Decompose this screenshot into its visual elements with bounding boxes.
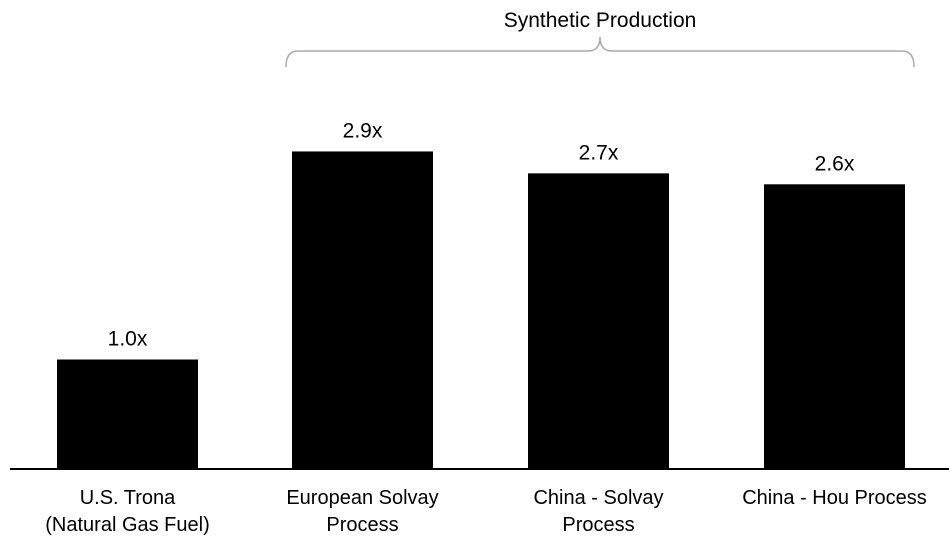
category-label-line: European Solvay: [286, 487, 438, 509]
bar-1: [57, 359, 198, 469]
category-label-line: (Natural Gas Fuel): [45, 514, 210, 536]
data-label-2: 2.9x: [343, 119, 383, 142]
category-label-line: Process: [326, 514, 398, 536]
category-label-line: China - Solvay: [533, 487, 663, 509]
bar-group: [57, 151, 905, 470]
category-label-3: China - Solvay Process: [533, 487, 663, 536]
bar-2: [292, 151, 433, 469]
category-label-line: Process: [562, 514, 634, 536]
category-label-group: U.S. Trona (Natural Gas Fuel) European Sol…: [45, 487, 927, 536]
category-label-line: U.S. Trona: [80, 487, 176, 509]
category-label-line: China - Hou Process: [742, 487, 927, 509]
data-label-group: 1.0x 2.9x 2.7x 2.6x: [108, 119, 855, 350]
bar-3: [528, 173, 669, 469]
bar-4: [764, 184, 905, 470]
category-label-4: China - Hou Process: [742, 487, 927, 509]
bracket-label: Synthetic Production: [504, 9, 697, 32]
synthetic-production-bracket: Synthetic Production: [285, 9, 915, 68]
data-label-4: 2.6x: [815, 152, 855, 175]
bracket-line: [285, 36, 915, 68]
data-label-3: 2.7x: [579, 141, 619, 164]
category-label-2: European Solvay Process: [286, 487, 438, 536]
data-label-1: 1.0x: [108, 328, 148, 351]
category-label-1: U.S. Trona (Natural Gas Fuel): [45, 487, 210, 536]
